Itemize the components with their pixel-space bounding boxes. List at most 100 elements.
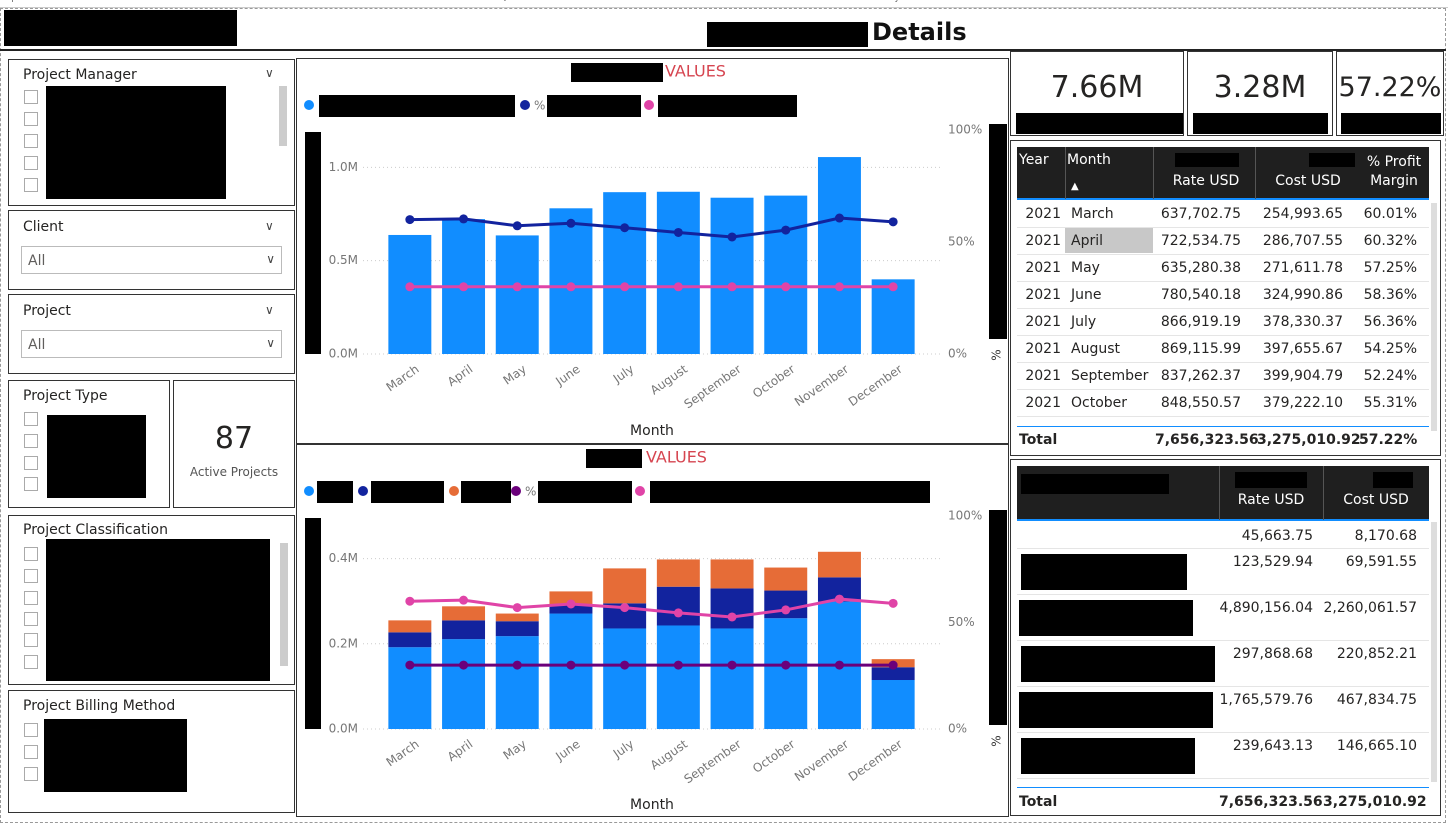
bar — [388, 632, 432, 648]
redaction — [317, 481, 353, 503]
kpi-card: 57.22% — [1336, 51, 1444, 136]
bar — [656, 191, 700, 354]
bar — [817, 157, 861, 354]
selected-cell — [1065, 228, 1153, 253]
legend-label: % — [525, 485, 536, 499]
slicer[interactable]: Project Manager ∨ — [8, 59, 295, 206]
checkbox[interactable] — [24, 112, 38, 126]
redaction — [47, 415, 146, 498]
checkbox[interactable] — [24, 633, 38, 647]
checkbox[interactable] — [24, 412, 38, 426]
checkbox[interactable] — [24, 477, 38, 491]
bar — [817, 551, 861, 578]
bar — [495, 235, 539, 354]
chart: VALUES%% Month 0.0M 0.5M 1.0M 0% 50% 100% March A… — [296, 58, 1009, 444]
bar — [603, 192, 647, 354]
x-tick-label: August — [648, 362, 691, 398]
table-cell: 8,170.68 — [1354, 528, 1417, 544]
slicer[interactable]: Project ∨ All ∨ — [8, 294, 295, 374]
x-tick-label: October — [750, 737, 797, 776]
slicer[interactable]: Project Classification — [8, 515, 295, 685]
slicer[interactable]: Project Type — [8, 380, 170, 508]
table-cell: 2021 — [1025, 206, 1061, 222]
chevron[interactable]: ∨ — [265, 66, 274, 80]
chevron[interactable]: ∨ — [265, 219, 274, 233]
line-point — [834, 213, 844, 223]
checkbox[interactable] — [24, 655, 38, 669]
line-point — [781, 660, 791, 670]
bar — [656, 559, 700, 587]
slicer-title: Client — [23, 219, 64, 235]
table-cell: 866,919.19 — [1160, 314, 1241, 330]
redaction — [1016, 113, 1183, 134]
card-label: Active Projects — [189, 465, 279, 479]
table-cell: 2021 — [1025, 368, 1061, 384]
legend-marker — [449, 486, 459, 496]
redaction — [1021, 738, 1195, 774]
scrollbar — [1431, 522, 1437, 782]
bar — [388, 647, 432, 729]
dropdown[interactable]: All ∨ — [21, 246, 282, 274]
row-rule — [1017, 548, 1429, 549]
total-rule — [1017, 426, 1429, 427]
y2-tick-label: 100% — [948, 123, 982, 137]
column-header: Rate USD — [1172, 173, 1240, 189]
checkbox[interactable] — [24, 434, 38, 448]
bar — [871, 680, 915, 729]
checkbox[interactable] — [24, 612, 38, 626]
table-cell: 146,665.10 — [1336, 738, 1417, 754]
legend-marker — [511, 486, 521, 496]
table-cell: October — [1071, 395, 1128, 411]
checkbox[interactable] — [24, 569, 38, 583]
checkbox[interactable] — [24, 456, 38, 470]
redaction — [1193, 113, 1328, 134]
bar — [495, 621, 539, 637]
row-rule — [1017, 416, 1429, 417]
table-cell: 378,330.37 — [1262, 314, 1343, 330]
ribbon-label: Calculations — [755, 0, 810, 3]
row-rule — [1017, 732, 1429, 733]
x-tick-label: July — [610, 362, 637, 386]
row-rule — [1017, 308, 1429, 309]
chevron[interactable]: ∨ — [265, 303, 274, 317]
checkbox[interactable] — [24, 745, 38, 759]
table-cell: March — [1071, 206, 1114, 222]
slicer[interactable]: Project Billing Method — [8, 690, 295, 813]
y2-tick-label: 0% — [948, 722, 967, 736]
table-cell: 399,904.79 — [1262, 368, 1343, 384]
card-value: 87 — [214, 421, 254, 456]
line-point — [459, 282, 469, 292]
checkbox[interactable] — [24, 723, 38, 737]
slicer[interactable]: Client ∨ All ∨ — [8, 210, 295, 290]
bar — [549, 604, 593, 614]
line — [409, 597, 894, 619]
kpi-card: 7.66M — [1010, 51, 1184, 136]
redaction — [1373, 472, 1413, 488]
scrollbar[interactable] — [280, 543, 288, 666]
kpi-value: 7.66M — [1050, 70, 1144, 105]
table-cell: 848,550.57 — [1160, 395, 1241, 411]
header-rule — [0, 49, 1446, 51]
ribbon-label: Sensitivity — [853, 0, 900, 3]
sort-icon: ▲ — [1071, 181, 1079, 192]
bar — [495, 613, 539, 622]
column-header: Cost USD — [1343, 492, 1409, 508]
y-tick-label: 0.2M — [329, 636, 358, 650]
checkbox[interactable] — [24, 547, 38, 561]
redaction — [46, 86, 226, 199]
x-tick-label: March — [384, 737, 422, 769]
checkbox[interactable] — [24, 156, 38, 170]
table-cell: May — [1071, 260, 1100, 276]
x-tick-label: May — [501, 362, 529, 388]
table-cell: 869,115.99 — [1160, 341, 1241, 357]
checkbox[interactable] — [24, 767, 38, 781]
dropdown[interactable]: All ∨ — [21, 330, 282, 358]
slicer-title: Project — [23, 303, 71, 319]
checkbox[interactable] — [24, 591, 38, 605]
scrollbar[interactable] — [279, 86, 287, 146]
checkbox[interactable] — [24, 90, 38, 104]
checkbox[interactable] — [24, 134, 38, 148]
line-point — [405, 596, 415, 606]
checkbox[interactable] — [24, 178, 38, 192]
